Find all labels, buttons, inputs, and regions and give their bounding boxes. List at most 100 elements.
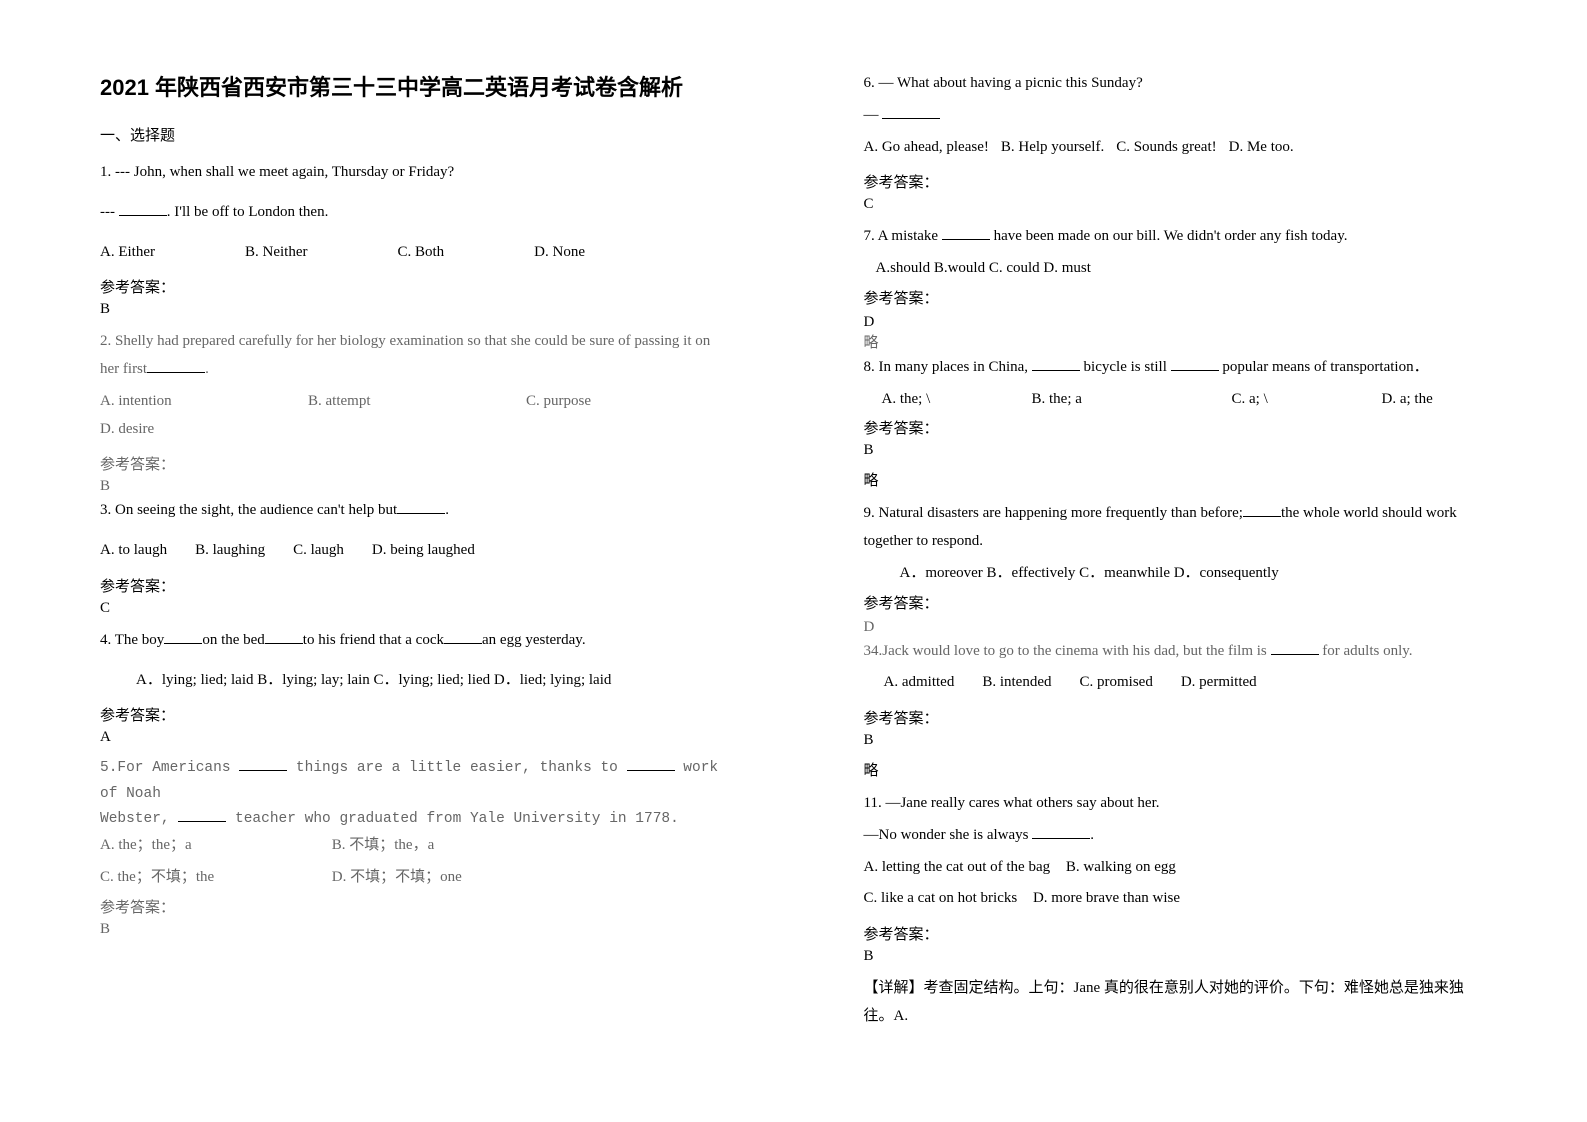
q2-stem: 2. Shelly had prepared carefully for her… [100, 328, 724, 384]
q4-options: A．lying; lied; laid B．lying; lay; lain C… [100, 667, 724, 695]
q6-options: A. Go ahead, please! B. Help yourself. C… [864, 134, 1488, 162]
q3-options: A. to laugh B. laughing C. laugh D. bein… [100, 537, 724, 565]
q1-answer-label: 参考答案： [100, 276, 724, 297]
q7-sa: 7. A mistake [864, 228, 942, 244]
blank [164, 643, 202, 644]
q8-stem: 8. In many places in China, bicycle is s… [864, 354, 1488, 382]
q2-opt-c: C. purpose [526, 388, 666, 416]
blank [1243, 516, 1281, 517]
blank [444, 643, 482, 644]
q5-options-row1: A. the；the；a B. 不填；the，a [100, 832, 724, 860]
q8-answer-label: 参考答案： [864, 417, 1488, 438]
q11-answer-label: 参考答案： [864, 923, 1488, 944]
q10-answer-label: 参考答案： [864, 707, 1488, 728]
q8-opt-d: D. a; the [1382, 386, 1433, 414]
q5-opt-d: D. 不填；不填；one [332, 869, 462, 885]
q5-stem-line1: 5.For Americans things are a little easi… [100, 756, 724, 807]
q11-s2b: . [1090, 827, 1094, 843]
q1-stem-line2: --- . I'll be off to London then. [100, 199, 724, 227]
q2-opt-d: D. desire [100, 416, 154, 444]
q4-sc: to his friend that a cock [303, 632, 444, 648]
q2-options: A. intention B. attempt C. purpose D. de… [100, 388, 724, 444]
q8-opt-b: B. the; a [1032, 386, 1232, 414]
q11-s2a: —No wonder she is always [864, 827, 1033, 843]
q10-opt-a: A. admitted [884, 669, 955, 697]
q10-sa: 34.Jack would love to go to the cinema w… [864, 643, 1271, 659]
q11-stem-line2: —No wonder she is always . [864, 822, 1488, 850]
q4-answer-label: 参考答案： [100, 704, 724, 725]
q1-stem2-pre: --- [100, 204, 119, 220]
q5-opt-b: B. 不填；the，a [332, 837, 435, 853]
q8-sa: 8. In many places in China, [864, 359, 1032, 375]
q5-opt-c: C. the；不填；the [100, 864, 280, 892]
q1-stem-line1: 1. --- John, when shall we meet again, T… [100, 159, 724, 187]
q2-answer-label: 参考答案： [100, 453, 724, 474]
q5-s1a: 5.For Americans [100, 760, 239, 776]
q9-stem: 9. Natural disasters are happening more … [864, 500, 1488, 556]
q4-answer: A [100, 729, 724, 746]
q10-note: 略 [864, 759, 1488, 780]
q1-options: A. Either B. Neither C. Both D. None [100, 239, 724, 267]
q9-options: A．moreover B．effectively C．meanwhile D．c… [864, 560, 1488, 588]
q3-stem-text: 3. On seeing the sight, the audience can… [100, 502, 397, 518]
q11-opt-b: B. walking on egg [1066, 859, 1176, 875]
q11-opt-c: C. like a cat on hot bricks [864, 890, 1018, 906]
blank [239, 770, 287, 771]
blank [265, 643, 303, 644]
q11-answer: B [864, 948, 1488, 965]
q8-sc: popular means of transportation． [1219, 359, 1429, 375]
q6-stem-line2: — [864, 102, 1488, 130]
q5-options-row2: C. the；不填；the D. 不填；不填；one [100, 864, 724, 892]
q9-sa: 9. Natural disasters are happening more … [864, 505, 1243, 521]
q7-sb: have been made on our bill. We didn't or… [990, 228, 1348, 244]
q3-stem-end: . [445, 502, 449, 518]
q3-opt-c: C. laugh [293, 537, 344, 565]
blank [1171, 370, 1219, 371]
q4-sa: 4. The boy [100, 632, 164, 648]
q6-opt-b: B. Help yourself. [1001, 134, 1104, 162]
q4-stem: 4. The boy on the bed to his friend that a… [100, 627, 724, 655]
q10-options: A. admitted B. intended C. promised D. p… [864, 669, 1488, 697]
q10-opt-c: C. promised [1079, 669, 1152, 697]
q10-stem: 34.Jack would love to go to the cinema w… [864, 638, 1488, 666]
q2-opt-b: B. attempt [308, 388, 478, 416]
q6-opt-c: C. Sounds great! [1116, 134, 1216, 162]
blank [178, 821, 226, 822]
q5-s2a: Webster, [100, 811, 178, 827]
q1-opt-b: B. Neither [245, 239, 307, 267]
q1-opt-c: C. Both [397, 239, 444, 267]
q3-answer: C [100, 600, 724, 617]
blank [1032, 838, 1090, 839]
q6-stem2: — [864, 107, 883, 123]
q1-answer: B [100, 301, 724, 318]
q3-answer-label: 参考答案： [100, 575, 724, 596]
q11-explanation: 【详解】考查固定结构。上句：Jane 真的很在意别人对她的评价。下句：难怪她总是… [864, 975, 1488, 1031]
q3-opt-b: B. laughing [195, 537, 265, 565]
q10-opt-d: D. permitted [1181, 669, 1257, 697]
q3-opt-d: D. being laughed [372, 537, 475, 565]
q11-options-row2: C. like a cat on hot bricks D. more brav… [864, 885, 1488, 913]
blank [1032, 370, 1080, 371]
q7-stem: 7. A mistake have been made on our bill.… [864, 223, 1488, 251]
q11-opt-a: A. letting the cat out of the bag [864, 859, 1051, 875]
q3-stem: 3. On seeing the sight, the audience can… [100, 497, 724, 525]
q6-opt-a: A. Go ahead, please! [864, 134, 989, 162]
section-heading: 一、选择题 [100, 124, 724, 145]
q10-sb: for adults only. [1319, 643, 1413, 659]
q7-answer-label: 参考答案： [864, 287, 1488, 308]
exam-title: 2021 年陕西省西安市第三十三中学高二英语月考试卷含解析 [100, 70, 724, 102]
q9-answer-label: 参考答案： [864, 592, 1488, 613]
q7-answer: D [864, 314, 1488, 331]
q6-opt-d: D. Me too. [1229, 134, 1294, 162]
q3-opt-a: A. to laugh [100, 537, 167, 565]
q6-answer: C [864, 196, 1488, 213]
q6-stem-line1: 6. — What about having a picnic this Sun… [864, 70, 1488, 98]
q6-answer-label: 参考答案： [864, 171, 1488, 192]
q1-opt-d: D. None [534, 239, 585, 267]
q5-opt-a: A. the；the；a [100, 832, 280, 860]
q4-sb: on the bed [202, 632, 264, 648]
q4-sd: an egg yesterday. [482, 632, 586, 648]
blank [147, 372, 205, 373]
q5-s2b: teacher who graduated from Yale Universi… [226, 811, 678, 827]
q5-s1b: things are a little easier, thanks to [287, 760, 626, 776]
